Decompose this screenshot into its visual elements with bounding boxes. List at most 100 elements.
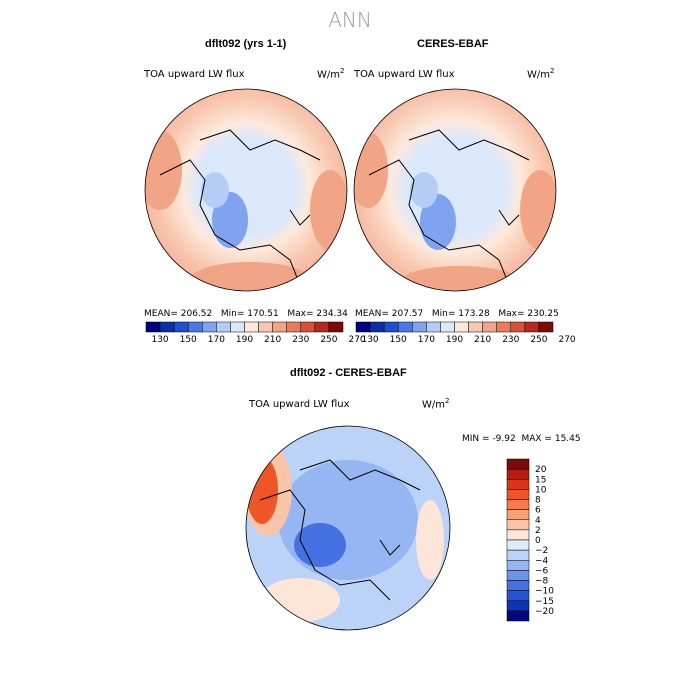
map2-archipelago: [410, 172, 438, 208]
map2-greenland: [420, 194, 456, 250]
colorbar1-swatch: [300, 321, 316, 333]
map2-border: [353, 88, 557, 292]
diff-units: W/m2: [422, 397, 450, 411]
colorbar2-swatch: [426, 321, 441, 333]
panel1-min-label: Min=: [220, 309, 245, 319]
colorbar1-tick-label: 130: [151, 335, 168, 345]
colorbar2-swatch: [383, 321, 399, 333]
map1-warm-east: [310, 170, 347, 250]
colorbar-diff-tick-label: 2: [535, 526, 541, 536]
colorbar1-tick-label: 190: [236, 335, 253, 345]
colorbar-diff-swatch: [506, 499, 530, 510]
colorbar-diff-tick-label: −2: [535, 546, 548, 556]
colorbar1-tick-label: 150: [180, 335, 197, 345]
colorbar-diff-tick-label: −8: [535, 577, 549, 587]
colorbar2-swatch: [355, 321, 371, 333]
panel1-mean-label: MEAN=: [144, 309, 178, 319]
diff-min-label: MIN =: [462, 434, 490, 444]
map2-field: [354, 89, 556, 291]
panel2-max: 230.25: [527, 309, 559, 319]
diff-map: [246, 426, 450, 630]
panel1-stats: MEAN= 206.52 Min= 170.51 Max= 234.34: [144, 309, 348, 319]
diff-warm-south: [260, 578, 340, 622]
map1-coastline: [159, 129, 321, 286]
panel2-title: CERES-EBAF: [417, 38, 489, 50]
colorbar2-swatch: [510, 321, 526, 333]
colorbar-diff-swatch: [506, 529, 530, 541]
colorbar-diff-swatch: [506, 580, 530, 591]
panel2-variable: TOA upward LW flux: [354, 69, 455, 80]
colorbar-diff-swatch: [506, 539, 530, 551]
map1: [145, 89, 347, 291]
diff-max: 15.45: [554, 434, 581, 444]
panel1-units: W/m2: [317, 67, 345, 81]
panel2-max-label: Max=: [498, 309, 525, 319]
colorbar-diff-tick-label: 4: [535, 516, 541, 526]
colorbar2-swatch: [412, 321, 427, 333]
colorbar1-swatch: [145, 321, 161, 333]
map1-border: [144, 88, 348, 292]
panel1-max: 234.34: [316, 309, 348, 319]
panel1-variable: TOA upward LW flux: [144, 69, 245, 80]
colorbar-diff-tick-label: −10: [535, 587, 554, 597]
colorbar1-swatch: [159, 321, 175, 333]
colorbar-diff-swatch: [506, 479, 530, 490]
colorbar1-swatch: [244, 321, 259, 333]
colorbar1-swatch: [230, 321, 245, 333]
colorbar-diff-swatch: [506, 468, 530, 480]
colorbar-diff-tick-label: −4: [535, 556, 549, 566]
colorbar-diff-tick-label: 8: [535, 496, 541, 506]
colorbar2-tick-label: 130: [361, 335, 378, 345]
diff-warm-west: [246, 456, 278, 524]
colorbar-diff-tick-label: 6: [535, 506, 541, 516]
colorbar2: 130 150 170 190 210 230 250 270: [355, 321, 576, 345]
colorbar1: 130 150 170 190 210 230 250 270: [145, 321, 366, 345]
panel2-stats: MEAN= 207.57 Min= 173.28 Max= 230.25: [355, 309, 559, 319]
colorbar-diff-tick-label: 20: [535, 465, 547, 475]
colorbar2-tick-label: 210: [474, 335, 491, 345]
map2-coastline: [368, 129, 530, 286]
colorbar2-swatch: [496, 321, 512, 333]
colorbar-diff-tick-label: 0: [535, 536, 541, 546]
colorbar1-tick-label: 170: [208, 335, 225, 345]
panel2-units: W/m2: [527, 67, 555, 81]
diff-min: -9.92: [492, 434, 516, 444]
panel2-min: 173.28: [458, 309, 490, 319]
map1-archipelago: [201, 172, 229, 208]
colorbar1-swatch: [272, 321, 287, 333]
colorbar-diff-swatch: [506, 560, 530, 571]
colorbar2-tick-label: 150: [390, 335, 407, 345]
colorbar-diff-tick-label: 10: [535, 485, 547, 495]
colorbar-diff-tick-label: 15: [535, 475, 546, 485]
colorbar2-tick-label: 230: [502, 335, 519, 345]
diff-stats: MIN = -9.92 MAX = 15.45: [462, 434, 581, 444]
colorbar2-swatch: [369, 321, 385, 333]
colorbar2-tick-label: 270: [558, 335, 575, 345]
colorbar-diff-swatch: [506, 458, 530, 470]
colorbar2-tick-label: 190: [446, 335, 463, 345]
colorbar-diff-swatch: [506, 590, 530, 601]
map1-warm-west: [145, 130, 182, 210]
colorbar-diff-swatch: [506, 489, 530, 500]
diff-coastline: [259, 459, 421, 601]
panel1-max-label: Max=: [287, 309, 314, 319]
colorbar1-swatch: [258, 321, 273, 333]
panel2-mean: 207.57: [391, 309, 424, 319]
diff-variable: TOA upward LW flux: [249, 399, 350, 410]
colorbar-diff-tick-label: −15: [535, 597, 554, 607]
colorbar-diff-swatch: [506, 519, 530, 531]
colorbar1-tick-label: 270: [348, 335, 365, 345]
colorbar-diff-swatch: [506, 549, 530, 561]
colorbar2-swatch: [454, 321, 469, 333]
colorbar2-swatch: [482, 321, 497, 333]
diff-title: dflt092 - CERES-EBAF: [290, 367, 407, 379]
colorbar1-tick-label: 250: [320, 335, 337, 345]
colorbar1-tick-label: 230: [292, 335, 309, 345]
diff-border: [245, 425, 451, 631]
colorbar-diff-tick-label: −20: [535, 607, 554, 617]
colorbar2-swatch: [397, 321, 413, 333]
colorbar2-tick-label: 250: [530, 335, 547, 345]
colorbar2-swatch: [524, 321, 540, 333]
colorbar1-swatch: [202, 321, 217, 333]
